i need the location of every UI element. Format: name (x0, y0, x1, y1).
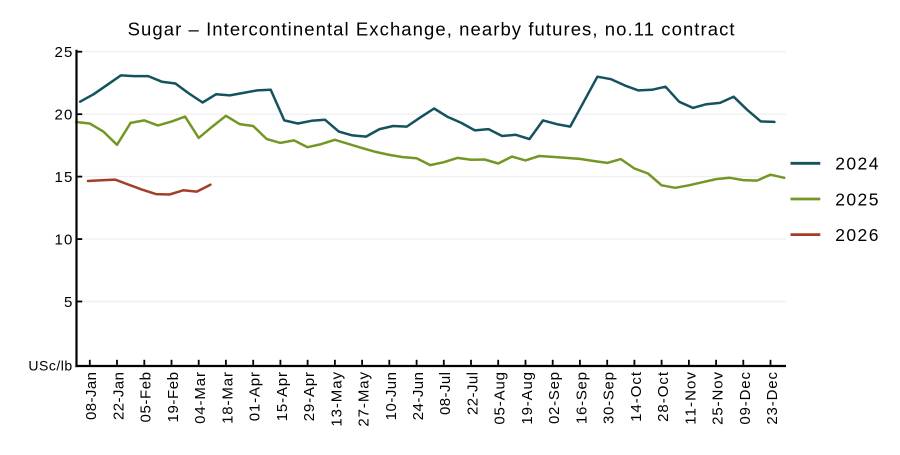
svg-text:28-Oct: 28-Oct (655, 371, 672, 422)
svg-text:08-Jul: 08-Jul (437, 372, 454, 415)
svg-text:24-Jun: 24-Jun (410, 372, 427, 421)
svg-text:29-Apr: 29-Apr (301, 371, 318, 421)
svg-text:19-Feb: 19-Feb (165, 371, 182, 422)
svg-text:19-Aug: 19-Aug (519, 371, 536, 424)
svg-text:25-Nov: 25-Nov (710, 371, 727, 425)
svg-text:25: 25 (55, 44, 74, 61)
svg-text:02-Sep: 02-Sep (546, 371, 563, 424)
svg-text:10-Jun: 10-Jun (383, 372, 400, 421)
svg-text:14-Oct: 14-Oct (628, 371, 645, 422)
svg-text:05-Aug: 05-Aug (492, 371, 509, 424)
svg-text:2025: 2025 (835, 189, 880, 209)
svg-text:10: 10 (55, 232, 74, 249)
svg-text:22-Jul: 22-Jul (464, 372, 481, 415)
svg-text:18-Mar: 18-Mar (219, 371, 236, 424)
svg-text:Sugar – Intercontinental Excha: Sugar – Intercontinental Exchange, nearb… (128, 18, 736, 39)
svg-text:2026: 2026 (835, 225, 880, 245)
svg-text:11-Nov: 11-Nov (682, 371, 699, 425)
svg-text:USc/lb: USc/lb (28, 358, 72, 374)
svg-text:08-Jan: 08-Jan (83, 372, 100, 420)
svg-text:04-Mar: 04-Mar (192, 371, 209, 424)
svg-text:13-May: 13-May (328, 371, 345, 427)
svg-text:23-Dec: 23-Dec (764, 371, 781, 425)
svg-text:22-Jan: 22-Jan (110, 372, 127, 420)
svg-text:5: 5 (64, 294, 74, 311)
svg-text:2024: 2024 (835, 154, 880, 174)
svg-text:30-Sep: 30-Sep (601, 371, 618, 424)
svg-text:09-Dec: 09-Dec (737, 371, 754, 425)
svg-text:15-Apr: 15-Apr (274, 371, 291, 421)
svg-text:20: 20 (55, 107, 74, 124)
svg-text:01-Apr: 01-Apr (247, 371, 264, 421)
svg-text:16-Sep: 16-Sep (573, 371, 590, 424)
svg-text:05-Feb: 05-Feb (138, 371, 155, 422)
svg-text:15: 15 (55, 169, 74, 186)
svg-text:27-May: 27-May (356, 371, 373, 427)
